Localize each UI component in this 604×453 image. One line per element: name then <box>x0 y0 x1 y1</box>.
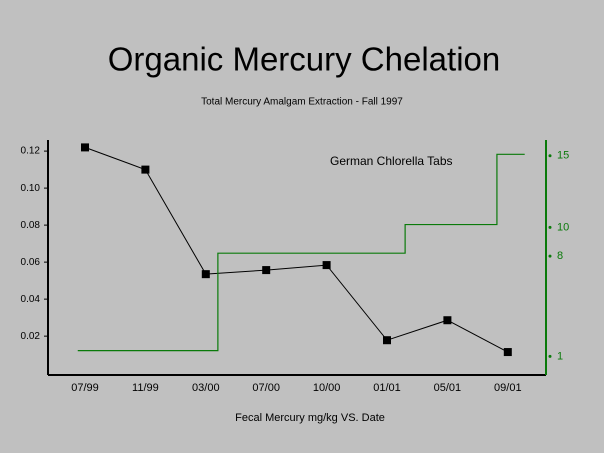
x-axis-label: Fecal Mercury mg/kg VS. Date <box>235 412 385 424</box>
x-tick-label: 07/99 <box>71 382 99 394</box>
data-point <box>262 266 271 275</box>
y2-tick-label: 15 <box>557 150 569 162</box>
y-tick-label: 0.08 <box>21 220 41 231</box>
data-line <box>84 146 509 353</box>
data-point <box>81 143 89 152</box>
data-point <box>383 336 391 345</box>
data-point <box>322 261 331 270</box>
y2-tick <box>548 154 552 158</box>
y2-tick-label: 8 <box>557 250 563 262</box>
y2-tick <box>548 254 552 258</box>
y-tick-label: 0.12 <box>21 146 41 157</box>
y2-tick <box>548 225 552 229</box>
data-point <box>443 316 452 325</box>
y-tick-label: 0.02 <box>21 331 41 342</box>
data-point <box>503 348 512 357</box>
y-tick-label: 0.04 <box>21 294 41 305</box>
y2-tick-label: 10 <box>557 221 569 233</box>
data-point <box>201 270 210 279</box>
x-tick-label: 05/01 <box>434 382 462 394</box>
x-tick-label: 07/00 <box>252 382 280 394</box>
x-tick-label: 11/99 <box>132 382 159 394</box>
y-tick-label: 0.10 <box>21 183 41 194</box>
y-tick-label: 0.06 <box>21 257 41 268</box>
series-label: German Chlorella Tabs <box>330 154 453 168</box>
data-point <box>141 165 150 174</box>
x-tick-label: 01/01 <box>373 382 401 394</box>
chart-title: Organic Mercury Chelation <box>108 41 501 78</box>
step-line <box>77 153 525 352</box>
y2-tick-label: 1 <box>557 350 563 362</box>
x-tick-label: 03/00 <box>192 382 220 394</box>
y2-tick <box>548 354 552 358</box>
x-tick-label: 10/00 <box>313 382 341 394</box>
chart-subtitle: Total Mercury Amalgam Extraction - Fall … <box>201 97 403 108</box>
x-tick-label: 09/01 <box>494 382 522 394</box>
